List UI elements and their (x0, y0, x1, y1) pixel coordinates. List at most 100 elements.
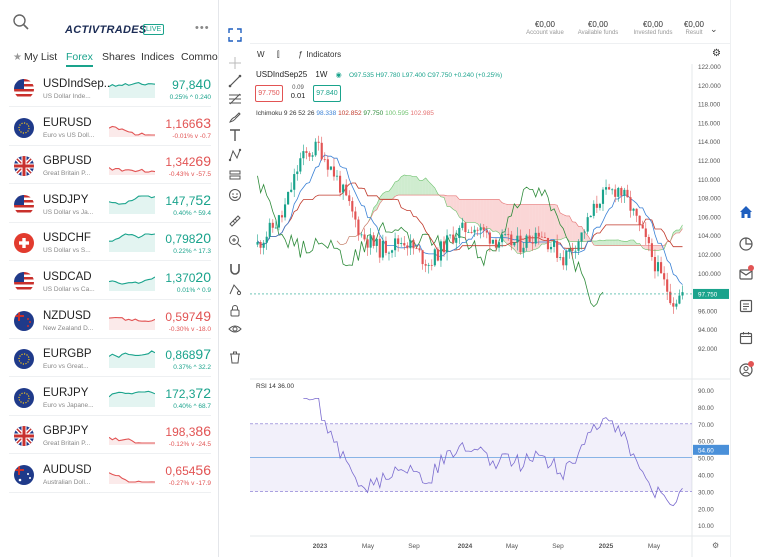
candle[interactable] (366, 239, 369, 248)
candle[interactable] (290, 189, 293, 192)
candle[interactable] (525, 235, 528, 248)
candle[interactable] (277, 215, 280, 228)
tab-indices[interactable]: Indices (141, 51, 175, 63)
instrument-row[interactable]: AUDUSD Australian Doll... 0,65456 -0.27% v … (9, 457, 211, 493)
candle[interactable] (384, 240, 387, 253)
candle[interactable] (467, 232, 470, 233)
candle[interactable] (577, 241, 580, 251)
candle[interactable] (497, 242, 501, 248)
candle[interactable] (308, 152, 311, 157)
calendar-icon[interactable] (738, 330, 754, 346)
candle[interactable] (302, 151, 305, 159)
candle[interactable] (528, 235, 531, 243)
candle[interactable] (482, 227, 485, 231)
fib-icon[interactable] (228, 92, 242, 106)
search-icon[interactable] (12, 13, 30, 31)
instrument-row[interactable]: EURUSD Euro vs US Doll... 1,16663 -0.01% v … (9, 110, 211, 146)
more-icon[interactable]: ••• (195, 22, 210, 34)
candle[interactable] (595, 203, 598, 208)
trash-icon[interactable] (228, 350, 242, 364)
candle[interactable] (390, 250, 394, 253)
candle[interactable] (314, 141, 317, 156)
candle[interactable] (299, 158, 302, 172)
projection-icon[interactable] (228, 168, 242, 182)
home-icon[interactable] (738, 204, 754, 220)
candle[interactable] (458, 227, 461, 238)
candle[interactable] (644, 228, 647, 238)
ruler-icon[interactable] (228, 214, 242, 228)
candle[interactable] (387, 252, 391, 254)
candle[interactable] (666, 279, 669, 292)
instrument-row[interactable]: NZDUSD New Zealand D... 0,59749 -0.30% v -1… (9, 303, 211, 339)
candle[interactable] (329, 166, 332, 170)
candle[interactable] (332, 166, 336, 177)
candle[interactable] (672, 303, 675, 307)
candle[interactable] (571, 248, 574, 251)
candle[interactable] (394, 238, 397, 251)
candle[interactable] (522, 247, 525, 253)
candle[interactable] (675, 303, 678, 307)
candle[interactable] (265, 236, 268, 243)
instrument-row[interactable]: GBPUSD Great Britain P... 1,34269 -0.43% v … (9, 148, 211, 185)
instrument-row[interactable]: EURJPY Euro vs Japane... 172,372 0.40% ^ 68… (9, 380, 211, 416)
candle[interactable] (305, 151, 308, 153)
candle[interactable] (427, 264, 430, 266)
interval-button[interactable]: W (257, 50, 265, 59)
user-icon[interactable] (738, 362, 754, 378)
gear-icon[interactable]: ⚙ (712, 48, 721, 59)
text-icon[interactable] (228, 128, 242, 142)
candle[interactable] (556, 240, 559, 258)
candle[interactable] (629, 197, 632, 211)
candle[interactable] (586, 217, 589, 232)
candle[interactable] (421, 250, 424, 265)
candle[interactable] (504, 234, 507, 236)
emoji-icon[interactable] (228, 188, 242, 202)
gear-icon[interactable]: ⚙ (712, 541, 719, 550)
news-icon[interactable] (738, 298, 754, 314)
candle[interactable] (632, 208, 635, 211)
tab-shares[interactable]: Shares (102, 51, 136, 63)
candle[interactable] (326, 159, 329, 170)
candle[interactable] (473, 229, 476, 233)
candle[interactable] (574, 250, 577, 252)
candle[interactable] (580, 232, 583, 242)
candle[interactable] (406, 245, 409, 249)
candle[interactable] (317, 141, 320, 143)
crosshair-icon[interactable] (228, 56, 242, 70)
candle[interactable] (464, 222, 467, 233)
candle[interactable] (531, 242, 534, 244)
candle[interactable] (446, 235, 449, 253)
candle[interactable] (418, 248, 421, 251)
candle[interactable] (476, 229, 479, 231)
mail-icon[interactable] (738, 266, 754, 282)
tab-commodities[interactable]: Commo (181, 51, 218, 63)
candle[interactable] (534, 232, 537, 244)
candle[interactable] (296, 171, 299, 175)
candle[interactable] (351, 201, 354, 212)
sell-button[interactable]: 97.750 (255, 85, 283, 102)
instrument-row[interactable]: USDIndSep... US Dollar Inde... 97,840 0.25%… (9, 71, 211, 107)
candle[interactable] (479, 227, 482, 231)
candle[interactable] (501, 234, 504, 243)
candle[interactable] (412, 240, 415, 249)
candle[interactable] (620, 187, 623, 196)
candle[interactable] (608, 187, 611, 190)
trend-line-icon[interactable] (228, 74, 242, 88)
candle[interactable] (537, 232, 540, 237)
candle[interactable] (598, 203, 601, 208)
candle[interactable] (611, 189, 614, 191)
candle[interactable] (280, 215, 284, 218)
candle[interactable] (650, 243, 653, 258)
candle[interactable] (553, 240, 556, 247)
candles-icon[interactable]: ⫿ (277, 50, 280, 59)
candle[interactable] (663, 273, 666, 280)
candle[interactable] (372, 235, 375, 246)
fullscreen-icon[interactable] (228, 28, 242, 42)
candle[interactable] (360, 234, 363, 236)
candle[interactable] (375, 238, 378, 246)
candle[interactable] (653, 257, 657, 272)
candle[interactable] (433, 249, 436, 266)
candle[interactable] (626, 189, 629, 198)
eye-icon[interactable] (228, 322, 242, 336)
candle[interactable] (335, 175, 339, 177)
